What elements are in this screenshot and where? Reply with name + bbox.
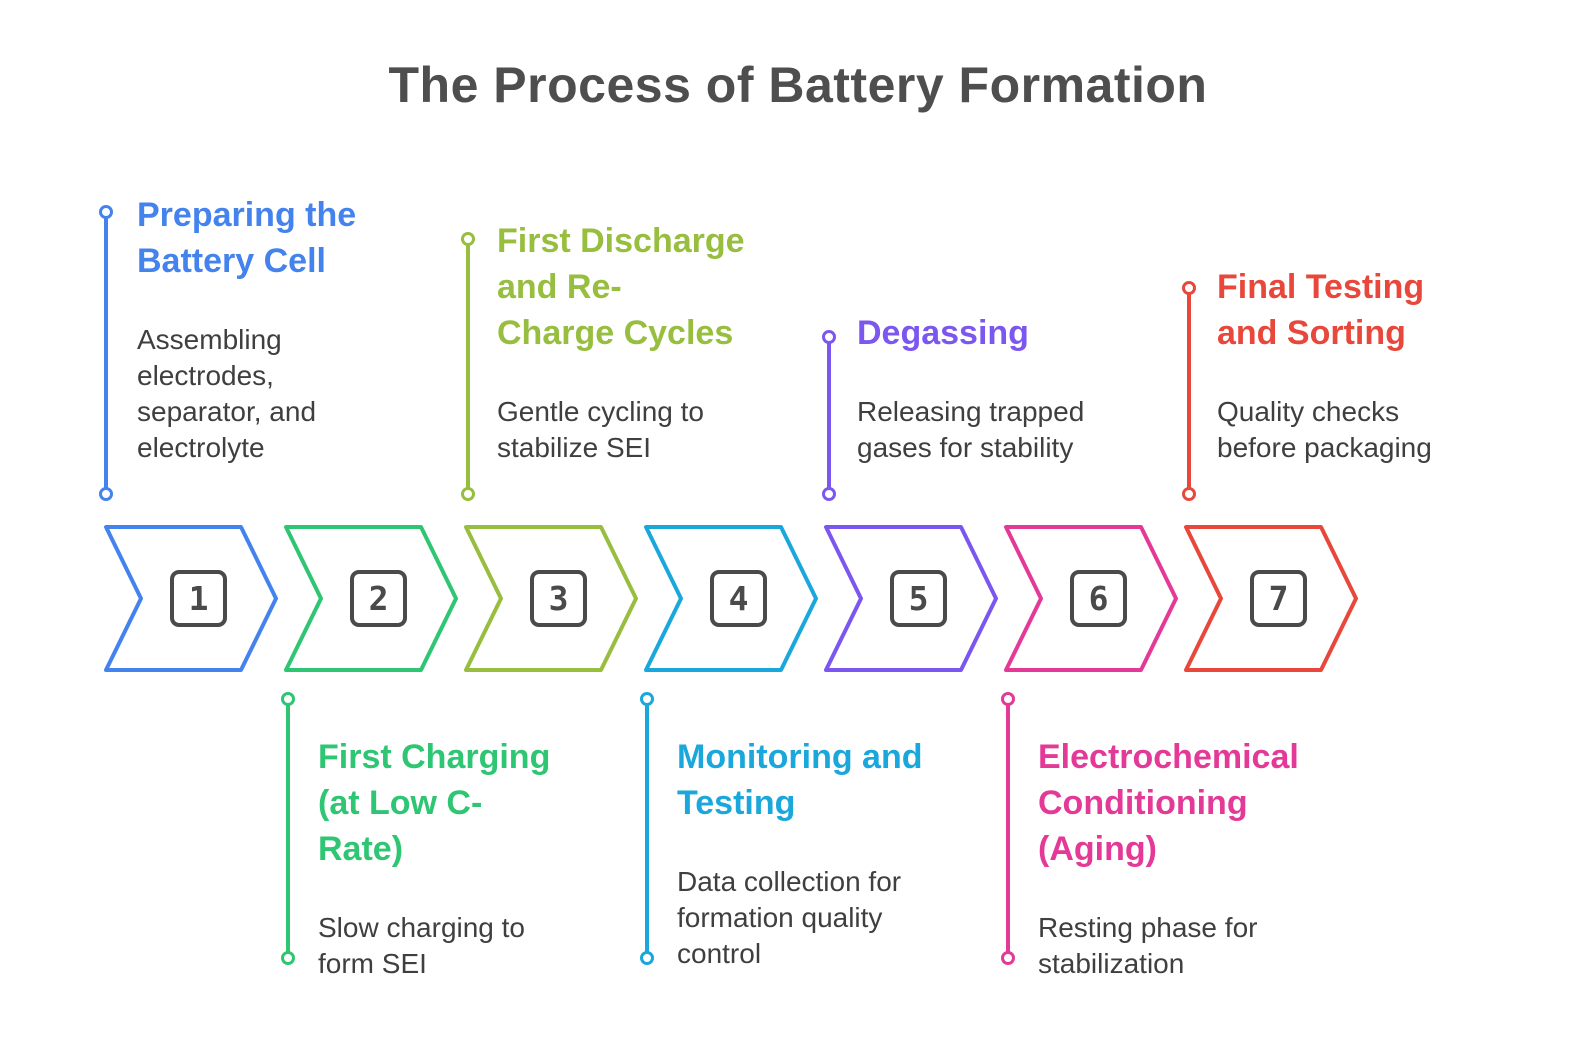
step-6-title: Electrochemical Conditioning (Aging) [1038,738,1299,868]
step-5-connector-line [822,330,836,501]
step-6-label: Electrochemical Conditioning (Aging) Res… [1038,716,1398,1000]
step-6-description: Resting phase for stabilization [1038,912,1258,979]
step-4-title: Monitoring and Testing [677,738,923,822]
step-3-number: 3 [530,570,587,627]
step-4-description: Data collection for formation quality co… [677,866,902,969]
chevron-arrow-icon [1004,525,1178,672]
chevron-arrow-icon [824,525,998,672]
step-6-chevron: 6 [1004,525,1179,672]
step-5-description: Releasing trapped gases for stability [857,396,1085,463]
step-1-description: Assembling electrodes, separator, and el… [137,324,317,463]
page-title: The Process of Battery Formation [388,57,1208,113]
chevron-arrow-icon [1184,525,1358,672]
step-1-number: 1 [170,570,227,627]
step-3-description: Gentle cycling to stabilize SEI [497,396,704,463]
chevron-arrow-icon [644,525,818,672]
step-4-chevron: 4 [644,525,819,672]
step-5-number: 5 [890,570,947,627]
step-7-label: Final Testing and Sorting Quality checks… [1217,246,1577,484]
step-1-title: Preparing the Battery Cell [137,196,357,280]
step-1-chevron: 1 [104,525,279,672]
step-4-number: 4 [710,570,767,627]
step-7-chevron: 7 [1184,525,1359,672]
step-2-label: First Charging (at Low C- Rate) Slow cha… [318,716,678,1000]
step-3-title: First Discharge and Re- Charge Cycles [497,222,745,352]
step-3-chevron: 3 [464,525,639,672]
step-3-connector-line [461,232,475,501]
step-2-description: Slow charging to form SEI [318,912,526,979]
step-6-number: 6 [1070,570,1127,627]
step-1-label: Preparing the Battery Cell Assembling el… [137,174,497,484]
step-7-title: Final Testing and Sorting [1217,268,1425,352]
step-7-connector-line [1182,281,1196,501]
step-6-connector-line [1001,692,1015,965]
step-7-description: Quality checks before packaging [1217,396,1432,463]
step-5-title: Degassing [857,314,1029,352]
step-2-chevron: 2 [284,525,459,672]
step-2-title: First Charging (at Low C- Rate) [318,738,551,868]
chevron-arrow-icon [284,525,458,672]
step-2-connector-line [281,692,295,965]
step-5-chevron: 5 [824,525,999,672]
step-7-number: 7 [1250,570,1307,627]
chevron-arrow-icon [104,525,278,672]
chevron-arrow-icon [464,525,638,672]
step-1-connector-line [99,205,113,501]
step-4-connector-line [640,692,654,965]
step-3-label: First Discharge and Re- Charge Cycles Ge… [497,200,857,484]
step-4-label: Monitoring and Testing Data collection f… [677,716,1037,990]
step-5-label: Degassing Releasing trapped gases for st… [857,292,1217,484]
step-2-number: 2 [350,570,407,627]
